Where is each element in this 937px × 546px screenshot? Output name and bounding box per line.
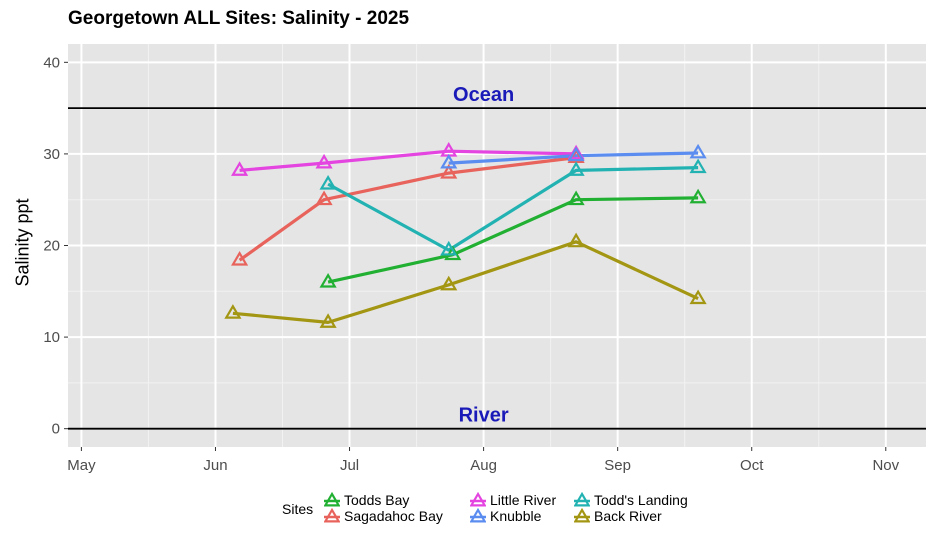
data-point-todd-s-landing bbox=[319, 174, 337, 190]
legend-key-knubble bbox=[470, 508, 486, 523]
series-line-knubble bbox=[448, 151, 699, 165]
legend-key-todd-s-landing bbox=[574, 492, 590, 507]
x-tick-label: Jun bbox=[203, 457, 227, 474]
legend-item-knubble: Knubble bbox=[470, 508, 541, 524]
legend-key-back-river bbox=[574, 508, 590, 523]
y-tick-label: 30 bbox=[43, 146, 60, 163]
series-line-todd-s-landing bbox=[327, 166, 699, 252]
y-tick-label: 0 bbox=[52, 421, 60, 438]
data-point-little-river bbox=[231, 161, 249, 176]
legend-label: Little River bbox=[490, 492, 557, 508]
x-tick-label: Aug bbox=[470, 457, 497, 474]
y-tick-label: 40 bbox=[43, 54, 60, 71]
legend-item-back-river: Back River bbox=[574, 508, 662, 524]
data-point-knubble bbox=[567, 146, 585, 162]
data-point-sagadahoc-bay bbox=[440, 163, 458, 179]
x-tick-label: May bbox=[67, 457, 96, 474]
y-tick-label: 20 bbox=[43, 238, 60, 255]
x-tick-label: Nov bbox=[872, 457, 899, 474]
x-tick-label: Oct bbox=[740, 457, 764, 474]
reference-label-ocean: Ocean bbox=[453, 84, 514, 106]
legend-key-sagadahoc-bay bbox=[324, 508, 340, 523]
legend-item-todds-bay: Todds Bay bbox=[324, 492, 409, 508]
legend-title: Sites bbox=[282, 501, 314, 517]
series-line-sagadahoc-bay bbox=[238, 156, 577, 262]
legend-item-todd-s-landing: Todd's Landing bbox=[574, 492, 688, 508]
data-point-knubble bbox=[440, 153, 458, 169]
legend-item-sagadahoc-bay: Sagadahoc Bay bbox=[324, 508, 443, 524]
data-point-back-river bbox=[689, 289, 707, 305]
data-point-todds-bay bbox=[319, 272, 337, 288]
series-line-back-river bbox=[232, 240, 699, 324]
legend-marker-todd-s-landing bbox=[574, 492, 590, 507]
legend-label: Knubble bbox=[490, 508, 542, 524]
data-point-todd-s-landing bbox=[440, 240, 458, 256]
legend-key-todds-bay bbox=[324, 492, 340, 507]
y-tick-label: 10 bbox=[43, 329, 60, 346]
data-point-todd-s-landing bbox=[567, 161, 585, 176]
series-line-little-river bbox=[239, 149, 577, 172]
data-point-todds-bay bbox=[567, 190, 585, 206]
legend-marker-sagadahoc-bay bbox=[324, 508, 340, 523]
data-point-back-river bbox=[224, 304, 242, 319]
legend-label: Todd's Landing bbox=[594, 492, 688, 508]
legend-label: Sagadahoc Bay bbox=[344, 508, 443, 524]
legend-marker-little-river bbox=[470, 492, 486, 507]
legend-label: Todds Bay bbox=[344, 492, 410, 508]
data-point-back-river bbox=[567, 232, 585, 248]
legend-marker-todds-bay bbox=[324, 492, 340, 507]
data-point-little-river bbox=[315, 153, 333, 169]
legend-label: Back River bbox=[594, 508, 662, 524]
chart-title: Georgetown ALL Sites: Salinity - 2025 bbox=[68, 8, 410, 29]
legend-item-little-river: Little River bbox=[470, 492, 556, 508]
series-line-todds-bay bbox=[327, 196, 699, 284]
data-point-todds-bay bbox=[689, 188, 707, 204]
data-point-sagadahoc-bay bbox=[315, 190, 333, 206]
data-point-knubble bbox=[689, 143, 707, 159]
data-point-sagadahoc-bay bbox=[231, 250, 249, 266]
data-point-back-river bbox=[319, 313, 337, 328]
legend-key-little-river bbox=[470, 492, 486, 507]
x-tick-label: Jul bbox=[340, 457, 359, 474]
data-point-todd-s-landing bbox=[689, 158, 707, 174]
x-tick-label: Sep bbox=[604, 457, 631, 474]
legend-marker-back-river bbox=[574, 508, 590, 523]
data-point-back-river bbox=[440, 275, 458, 291]
reference-label-river: River bbox=[459, 405, 509, 427]
legend-marker-knubble bbox=[470, 508, 486, 523]
